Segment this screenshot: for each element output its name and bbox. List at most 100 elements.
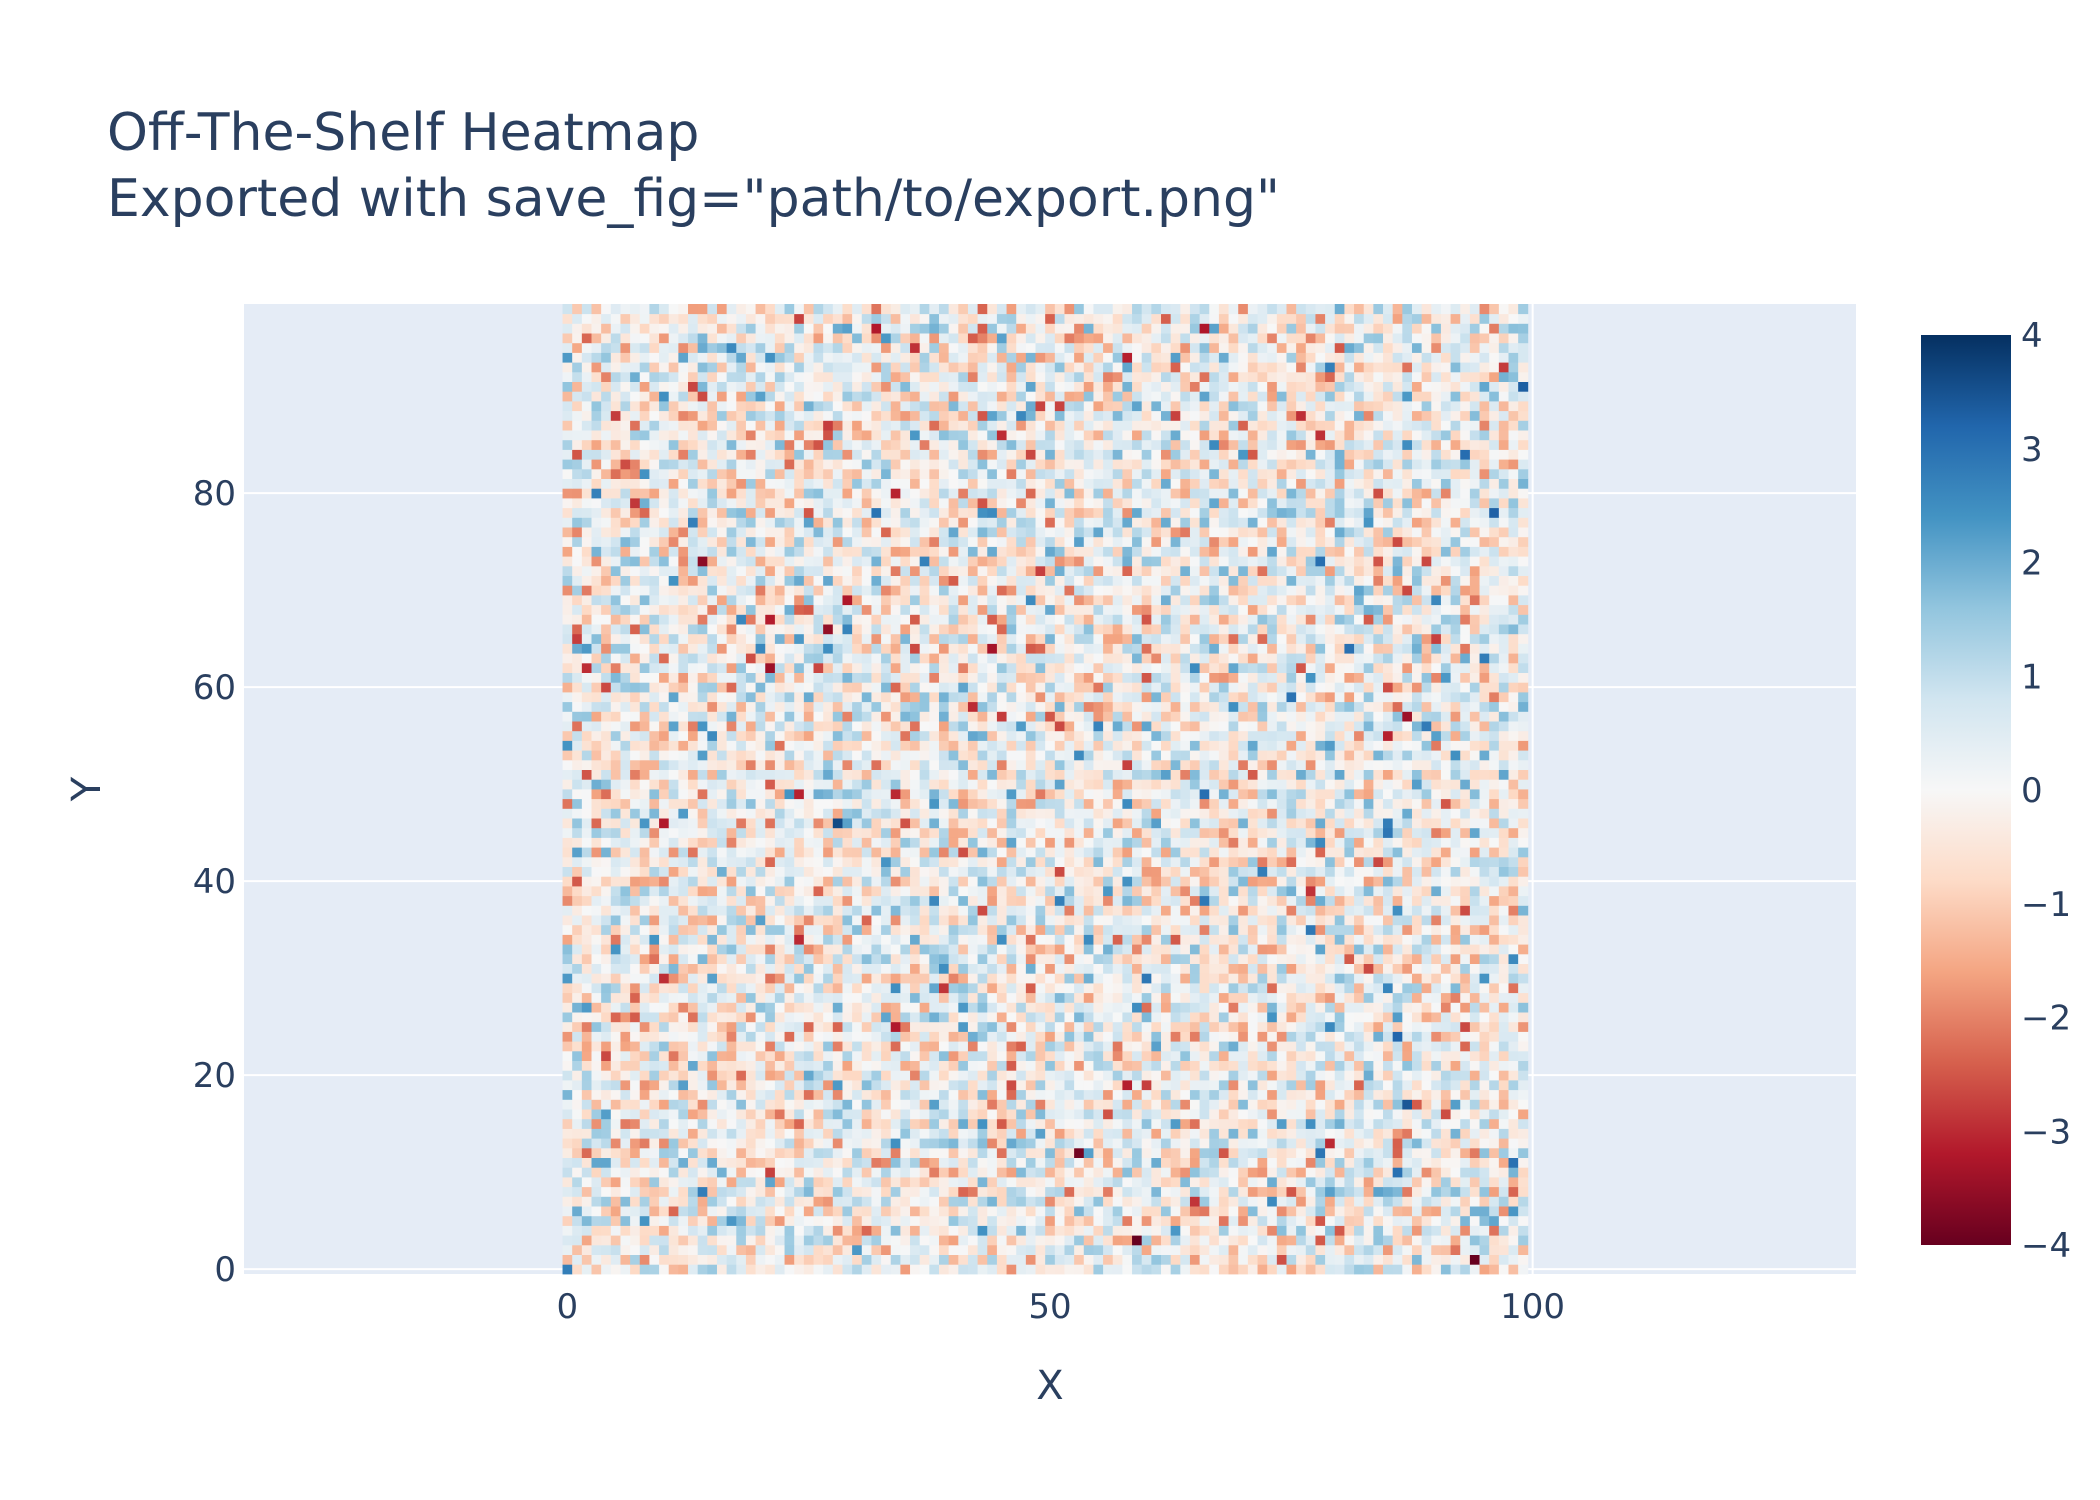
heatmap-cell [1016,1215,1027,1226]
heatmap-cell [1334,1012,1345,1023]
heatmap-cell [1247,973,1258,984]
heatmap-cell [601,1080,612,1091]
heatmap-cell [581,895,592,906]
heatmap-cell [1122,992,1133,1003]
heatmap-cell [1498,915,1509,926]
heatmap-cell [996,1070,1007,1081]
heatmap-cell [1122,1070,1133,1081]
heatmap-cell [1334,963,1345,974]
heatmap-cell [842,1264,853,1275]
heatmap-cell [716,1070,728,1081]
heatmap-cell [938,1109,950,1120]
heatmap-cell [1151,1128,1162,1139]
heatmap-cell [977,1060,988,1071]
heatmap-cell [852,934,863,945]
heatmap-cell [1074,837,1085,848]
heatmap-cell [639,1118,650,1129]
heatmap-cell [745,847,756,858]
heatmap-cell [1199,1128,1210,1139]
heatmap-cell [948,837,959,848]
heatmap-cell [852,1128,863,1139]
heatmap-cell [861,1031,872,1042]
heatmap-cell [1489,1225,1500,1236]
heatmap-cell [1518,827,1529,838]
heatmap-cell [948,1215,959,1226]
heatmap-cell [1411,1128,1423,1139]
heatmap-cell [1411,1264,1423,1275]
heatmap-cell [784,1186,795,1197]
heatmap-cell [620,837,631,848]
heatmap-cell [697,847,708,858]
heatmap-cell [1209,1031,1220,1042]
heatmap-cell [1518,1080,1529,1091]
heatmap-cell [852,963,863,974]
heatmap-cell [716,1080,728,1091]
heatmap-cell [871,1109,882,1120]
heatmap-cell [1103,876,1114,887]
heatmap-cell [1161,1254,1172,1265]
heatmap-cell [1305,827,1316,838]
heatmap-cell [639,1235,650,1246]
heatmap-cell [996,895,1007,906]
heatmap-cell [977,1002,988,1013]
heatmap-cell [996,973,1007,984]
heatmap-cell [1440,953,1451,964]
heatmap-cell [1247,905,1258,916]
heatmap-cell [591,1196,602,1207]
heatmap-cell [1122,1080,1133,1091]
heatmap-cell [1411,1002,1423,1013]
heatmap-cell [1354,798,1365,809]
heatmap-cell [852,876,863,887]
heatmap-cell [1180,1118,1191,1129]
heatmap-cell [1296,856,1307,867]
heatmap-cell [1122,866,1133,877]
heatmap-cell [852,1254,863,1265]
heatmap-cell [996,837,1007,848]
heatmap-cell [591,905,602,916]
heatmap-cell [1209,1157,1220,1168]
heatmap-cell [1025,818,1036,829]
heatmap-cell [1286,856,1297,867]
heatmap-cell [948,1177,959,1188]
heatmap-cell [697,1012,708,1023]
heatmap-cell [1006,934,1017,945]
heatmap-cell [1035,934,1046,945]
heatmap-cell [1189,983,1201,994]
heatmap-cell [1296,1109,1307,1120]
heatmap-cell [842,789,853,800]
heatmap-cell [1305,1031,1316,1042]
heatmap-cell [890,1157,901,1168]
heatmap-cell [1431,1070,1442,1081]
heatmap-cell [1025,924,1036,935]
heatmap-cell [1257,847,1268,858]
heatmap-cell [1054,1186,1065,1197]
heatmap-cell [1112,1041,1123,1052]
heatmap-cell [1122,934,1133,945]
heatmap-cell [1103,798,1114,809]
heatmap-cell [630,1002,641,1013]
heatmap-cell [1431,1147,1442,1158]
heatmap-cell [678,1080,689,1091]
heatmap-cell [659,1244,670,1255]
heatmap-cell [688,886,699,897]
heatmap-cell [630,818,641,829]
heatmap-cell [1489,1157,1500,1168]
heatmap-cell [1161,895,1172,906]
heatmap-cell [871,818,882,829]
heatmap-cell [881,789,892,800]
heatmap-cell [581,1021,592,1032]
heatmap-cell [1189,837,1201,848]
heatmap-cell [1440,818,1451,829]
heatmap-cell [1064,1206,1075,1217]
heatmap-cell [1132,1099,1143,1110]
heatmap-cell [1286,895,1297,906]
heatmap-cell [977,1050,988,1061]
heatmap-cell [948,1118,959,1129]
heatmap-cell [1392,876,1403,887]
heatmap-cell [1518,963,1529,974]
heatmap-cell [890,1167,901,1178]
heatmap-cell [1344,808,1355,819]
heatmap-cell [649,1177,660,1188]
heatmap-cell [1276,1235,1287,1246]
heatmap-cell [572,1118,583,1129]
